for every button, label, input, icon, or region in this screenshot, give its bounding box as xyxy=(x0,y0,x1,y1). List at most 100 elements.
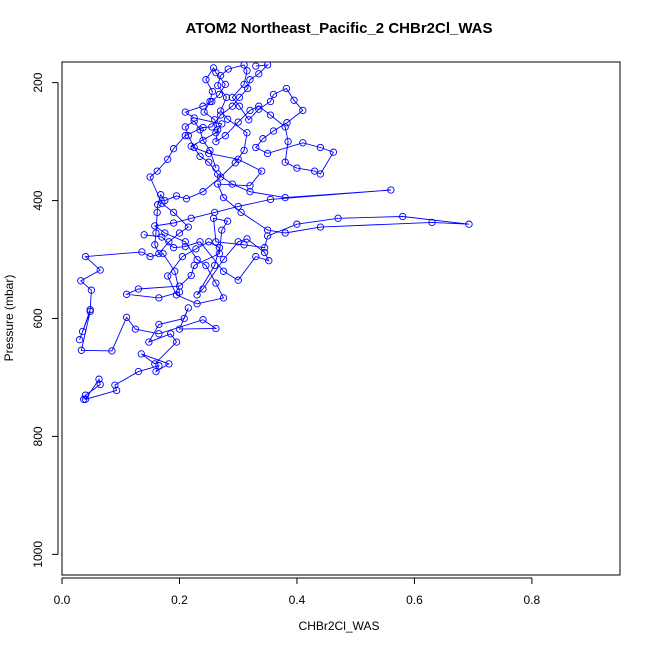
data-point xyxy=(206,97,214,106)
data-point xyxy=(111,381,119,389)
data-point xyxy=(252,143,260,152)
data-point xyxy=(212,137,220,146)
data-point xyxy=(255,70,263,78)
data-point xyxy=(161,229,169,237)
data-point xyxy=(181,123,189,131)
data-point xyxy=(228,102,236,110)
data-point xyxy=(283,119,291,127)
y-axis-label: Pressure (mbar) xyxy=(2,275,16,362)
data-point xyxy=(265,257,273,265)
data-point xyxy=(208,97,216,106)
data-point xyxy=(252,252,260,261)
data-point xyxy=(193,255,201,264)
data-point xyxy=(181,242,189,251)
data-point xyxy=(175,282,184,290)
data-point xyxy=(81,395,90,403)
data-point xyxy=(399,212,407,221)
data-point xyxy=(205,238,213,246)
data-point xyxy=(172,291,181,299)
data-point xyxy=(269,90,278,99)
data-point xyxy=(190,143,198,152)
data-point xyxy=(293,220,301,228)
data-point xyxy=(137,350,145,358)
data-point xyxy=(208,123,216,131)
data-point xyxy=(192,245,200,253)
data-point xyxy=(181,108,189,116)
data-point xyxy=(169,244,178,252)
x-axis-label: CHBr2Cl_WAS xyxy=(299,619,380,633)
data-point xyxy=(224,65,232,73)
data-point xyxy=(260,248,269,257)
data-point xyxy=(151,222,159,230)
data-point xyxy=(86,306,94,314)
data-point xyxy=(151,241,159,249)
data-point xyxy=(96,266,104,274)
data-point xyxy=(169,145,178,153)
data-point xyxy=(190,261,198,270)
data-point xyxy=(178,252,187,261)
data-point xyxy=(281,123,289,131)
plot-frame xyxy=(61,61,621,576)
data-point xyxy=(199,285,207,293)
data-point xyxy=(218,120,226,128)
data-point xyxy=(212,279,220,287)
data-point xyxy=(263,226,272,234)
data-point xyxy=(164,272,172,280)
data-point xyxy=(81,252,90,261)
data-point xyxy=(243,129,251,137)
data-point xyxy=(95,375,103,383)
data-point xyxy=(87,286,96,294)
series-line xyxy=(79,64,470,401)
data-point xyxy=(140,231,148,239)
data-point xyxy=(284,137,292,146)
data-point xyxy=(281,193,289,202)
y-tick-label: 400 xyxy=(31,190,45,210)
data-point xyxy=(165,360,173,368)
data-point xyxy=(202,261,210,270)
data-point xyxy=(209,64,218,72)
data-point xyxy=(219,294,228,302)
data-point xyxy=(108,347,116,355)
data-point xyxy=(155,330,163,338)
data-point xyxy=(184,132,192,140)
data-point xyxy=(234,118,242,126)
data-point xyxy=(138,248,146,256)
data-point xyxy=(206,146,214,155)
data-point xyxy=(212,164,220,172)
data-point xyxy=(316,170,325,178)
data-point xyxy=(112,386,121,395)
data-point xyxy=(266,195,275,204)
data-point xyxy=(77,346,86,354)
x-tick-label: 0.6 xyxy=(406,593,423,607)
data-point xyxy=(237,208,245,217)
data-point xyxy=(146,252,154,261)
data-point xyxy=(205,158,213,166)
data-point xyxy=(334,214,342,222)
data-point xyxy=(134,285,143,293)
series-layer xyxy=(75,62,473,403)
x-axis: 0.0 0.2 0.4 0.6 0.8 xyxy=(54,577,541,607)
data-point xyxy=(96,380,104,389)
data-point xyxy=(215,90,224,99)
data-point xyxy=(329,148,338,156)
data-point xyxy=(215,249,224,258)
data-point xyxy=(167,330,175,338)
data-point xyxy=(258,167,266,175)
x-tick-label: 0.0 xyxy=(54,593,71,607)
data-point xyxy=(211,208,219,217)
data-point xyxy=(214,126,222,134)
data-point xyxy=(175,229,184,237)
data-point xyxy=(180,314,188,323)
y-tick-label: 200 xyxy=(31,72,45,92)
data-point xyxy=(77,277,85,285)
data-point xyxy=(263,232,272,240)
data-point xyxy=(211,116,219,124)
data-point xyxy=(155,320,163,329)
data-point xyxy=(269,127,278,135)
data-point xyxy=(221,80,229,89)
data-point xyxy=(172,192,181,200)
data-point xyxy=(196,152,204,160)
data-point xyxy=(182,195,191,203)
y-tick-label: 800 xyxy=(31,426,45,446)
